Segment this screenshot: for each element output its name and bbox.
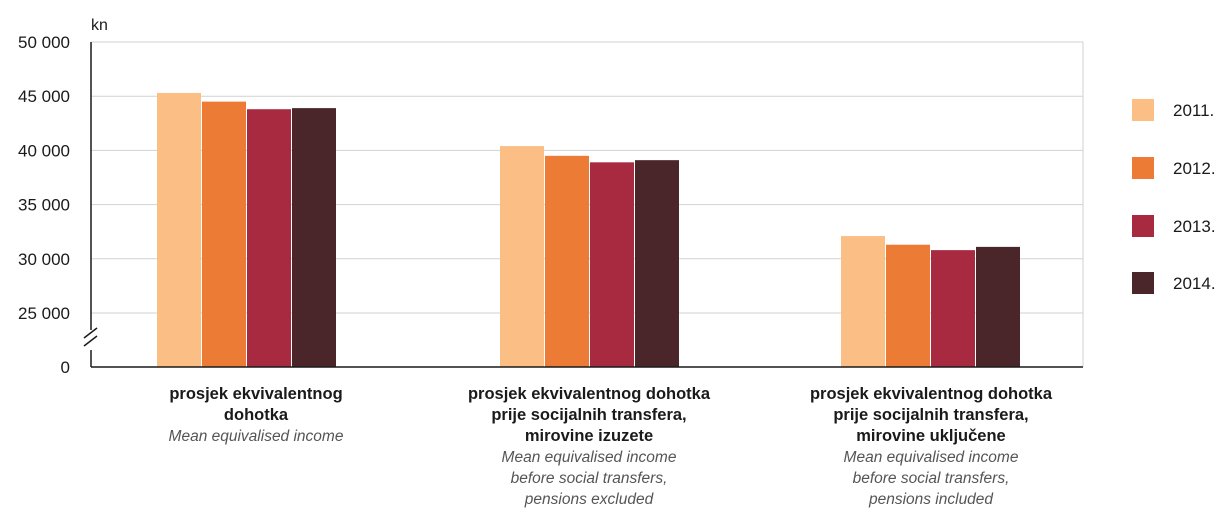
category-label-en: Mean equivalised income [168, 428, 344, 445]
bar-2012-cat2 [545, 155, 589, 367]
bars [157, 92, 1020, 368]
axis-break-mark [83, 327, 98, 339]
legend-label: 2012. [1173, 159, 1216, 178]
category-label-2: prosjek ekvivalentnog dohotka prije soci… [424, 384, 754, 510]
legend-swatch [1132, 272, 1154, 294]
bar-2012-cat1 [202, 101, 246, 368]
bar-2011-cat3 [841, 236, 885, 367]
y-tick-label: 50 000 [18, 33, 70, 52]
category-label-hr: prosjek ekvivalentnog dohotka [169, 385, 343, 424]
category-label-3: prosjek ekvivalentnog dohotka prije soci… [766, 384, 1096, 510]
category-label-1: prosjek ekvivalentnog dohotka Mean equiv… [91, 384, 421, 447]
y-tick-label: 30 000 [18, 250, 70, 269]
category-label-en: Mean equivalised income before social tr… [501, 449, 677, 508]
legend-label: 2013. [1173, 217, 1216, 236]
legend-swatch [1132, 215, 1154, 237]
legend-label: 2014. [1173, 274, 1216, 293]
bar-2013-cat3 [931, 250, 975, 367]
y-tick-labels: 50 000 45 000 40 000 35 000 30 000 25 000 0 [18, 33, 70, 377]
bar-2014-cat3 [976, 246, 1020, 367]
bar-2014-cat1 [292, 108, 336, 368]
bar-2011-cat2 [500, 146, 544, 367]
axis-break-mark [83, 335, 98, 347]
category-label-hr: prosjek ekvivalentnog dohotka prije soci… [467, 385, 711, 445]
bar-2013-cat1 [247, 109, 291, 367]
bar-2012-cat3 [886, 244, 930, 367]
y-tick-label: 45 000 [18, 87, 70, 106]
y-tick-label: 0 [61, 358, 70, 377]
legend: 2011. 2012. 2013. 2014. [1132, 99, 1216, 294]
category-label-hr: prosjek ekvivalentnog dohotka prije soci… [809, 385, 1053, 445]
y-tick-label: 25 000 [18, 304, 70, 323]
legend-swatch [1132, 99, 1154, 121]
legend-swatch [1132, 157, 1154, 179]
y-axis-unit-label: kn [91, 17, 108, 34]
y-tick-label: 35 000 [18, 196, 70, 215]
bar-2014-cat2 [635, 160, 679, 367]
axes [83, 42, 1083, 368]
bar-2011-cat1 [157, 92, 201, 367]
y-tick-label: 40 000 [18, 141, 70, 160]
bar-2013-cat2 [590, 162, 634, 367]
category-label-en: Mean equivalised income before social tr… [843, 449, 1019, 508]
legend-label: 2011. [1173, 101, 1214, 120]
